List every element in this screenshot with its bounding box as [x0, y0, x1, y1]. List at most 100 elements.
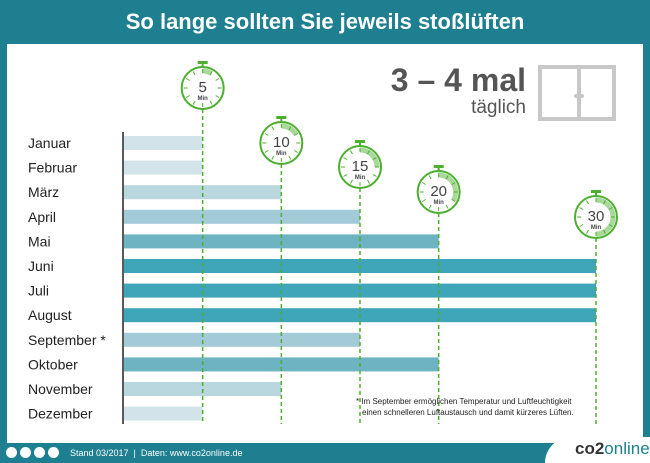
timer-tick — [185, 95, 190, 98]
nc-icon — [34, 447, 45, 458]
bar — [124, 357, 439, 372]
timer-unit: Min — [355, 175, 366, 181]
timer-button — [276, 116, 287, 119]
timer-tick — [421, 182, 426, 185]
timer-tick — [271, 126, 275, 131]
timer-tick — [367, 150, 370, 155]
category-label: März — [28, 184, 59, 200]
timer-stem — [359, 142, 361, 146]
category-label: Februar — [28, 160, 77, 176]
category-label: November — [28, 381, 93, 397]
timer-tick — [367, 179, 370, 184]
timer-value: 10 — [273, 134, 290, 151]
timer-tick — [445, 204, 449, 209]
source-text: Stand 03/2017 | Daten: www.co2online.de — [70, 448, 243, 458]
timer-value: 15 — [352, 158, 369, 175]
timer-tick — [579, 207, 584, 210]
window-icon — [538, 65, 616, 121]
timer-tick — [209, 100, 213, 105]
frequency-main: 3 – 4 mal — [390, 62, 526, 98]
timer-arc — [202, 68, 213, 76]
nd-icon — [48, 447, 59, 458]
timer-button — [197, 61, 208, 64]
bar — [124, 136, 203, 150]
timer-value: 20 — [430, 183, 447, 200]
timer-tick — [264, 150, 269, 153]
timer-value: 5 — [198, 79, 206, 96]
timer-tick — [603, 200, 606, 205]
timer-tick — [215, 78, 220, 81]
timer-tick — [372, 174, 377, 177]
timer-tick — [608, 207, 613, 210]
bar — [124, 332, 360, 347]
timer-unit: Min — [276, 151, 287, 157]
footer: Stand 03/2017 | Daten: www.co2online.de … — [0, 437, 650, 463]
license-icons — [6, 447, 59, 458]
timer-tick — [288, 155, 292, 160]
timer-tick — [586, 200, 589, 205]
timer-tick — [579, 224, 584, 227]
timer-button — [591, 190, 601, 193]
frequency: 3 – 4 mal täglich — [380, 62, 526, 118]
timer-tick — [428, 175, 432, 180]
timer-value: 30 — [588, 208, 605, 225]
bar — [124, 406, 203, 421]
timer-tick — [294, 133, 299, 136]
category-label: April — [28, 209, 56, 225]
category-label: Mai — [28, 233, 51, 249]
category-label: Januar — [28, 135, 71, 151]
timer-unit: Min — [591, 225, 602, 231]
timer-tick — [451, 182, 456, 185]
footnote: * Im September ermöglichen Temperatur un… — [356, 396, 574, 418]
timer-tick — [428, 204, 432, 209]
timer-tick — [350, 150, 353, 155]
timer-stem — [437, 167, 440, 171]
category-label: Dezember — [28, 406, 93, 422]
category-label: September * — [28, 332, 106, 348]
bar — [124, 283, 596, 298]
timer-button — [355, 140, 365, 143]
timer-tick — [209, 71, 213, 76]
timer-tick — [372, 157, 377, 160]
category-label: Juni — [28, 258, 54, 274]
timer-stem — [280, 118, 283, 122]
timer-tick — [421, 199, 426, 202]
by-icon — [20, 447, 31, 458]
stopwatch-icon — [180, 66, 225, 110]
frequency-sub: täglich — [471, 97, 526, 118]
timer-stem — [201, 63, 204, 67]
bar — [124, 160, 203, 175]
footnote-line: * Im September ermöglichen Temperatur un… — [356, 397, 572, 406]
timer-button — [433, 165, 444, 168]
bar-chart: Januar Februar März April Mai Juni Juli August S… — [28, 61, 618, 424]
timer-tick — [264, 133, 269, 136]
timer-tick — [271, 155, 275, 160]
bar — [124, 209, 360, 224]
cc-icon — [6, 447, 17, 458]
timer-arc — [359, 147, 380, 168]
timer-tick — [192, 100, 196, 105]
timer-tick — [603, 229, 606, 234]
timer-tick — [343, 157, 348, 160]
timer-tick — [586, 229, 589, 234]
bar — [124, 185, 282, 200]
category-label: Oktober — [28, 356, 78, 372]
timer-stem — [595, 192, 597, 196]
timer-tick — [343, 174, 348, 177]
page-title: So lange sollten Sie jeweils stoßlüften — [125, 9, 525, 34]
category-label: Juli — [28, 283, 49, 299]
timer-tick — [215, 95, 220, 98]
timer-tick — [294, 150, 299, 153]
timer-tick — [608, 224, 613, 227]
timer-tick — [451, 199, 456, 202]
timer-unit: Min — [197, 96, 208, 102]
logo: co2online — [545, 437, 650, 463]
timer-tick — [350, 179, 353, 184]
timer-tick — [192, 71, 196, 76]
timer-tick — [288, 126, 292, 131]
category-label: August — [28, 307, 72, 323]
timer-tick — [445, 175, 449, 180]
footnote-line: einen schnelleren Luftaustausch und dami… — [362, 408, 574, 417]
timer-unit: Min — [433, 200, 444, 206]
timer-tick — [185, 78, 190, 81]
